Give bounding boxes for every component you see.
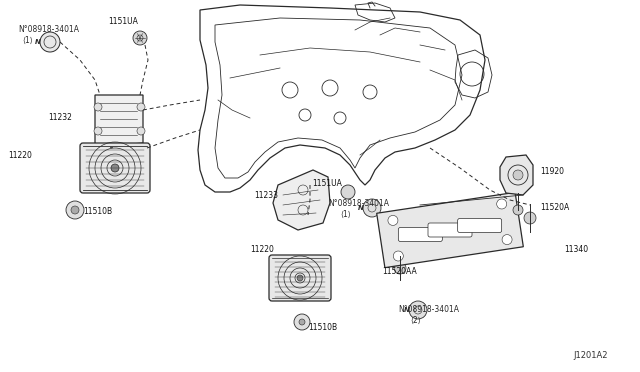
FancyBboxPatch shape: [80, 143, 150, 193]
Text: N°08918-3401A: N°08918-3401A: [328, 199, 389, 208]
Text: N: N: [358, 205, 364, 211]
Circle shape: [363, 199, 381, 217]
Text: N°08918-3401A: N°08918-3401A: [18, 26, 79, 35]
Circle shape: [513, 170, 523, 180]
Text: J1201A2: J1201A2: [573, 351, 608, 360]
Circle shape: [502, 235, 512, 244]
Polygon shape: [95, 95, 143, 147]
Text: 1151UA: 1151UA: [108, 17, 138, 26]
Circle shape: [94, 127, 102, 135]
Circle shape: [66, 201, 84, 219]
Text: 11232: 11232: [48, 113, 72, 122]
Circle shape: [133, 31, 147, 45]
Circle shape: [524, 212, 536, 224]
Text: 11510B: 11510B: [308, 324, 337, 333]
Circle shape: [137, 127, 145, 135]
Text: 11520A: 11520A: [540, 203, 569, 212]
Circle shape: [294, 314, 310, 330]
Text: N: N: [404, 307, 410, 313]
Circle shape: [394, 262, 406, 274]
Circle shape: [299, 319, 305, 325]
Text: 1151UA: 1151UA: [312, 179, 342, 187]
Text: 11520AA: 11520AA: [382, 267, 417, 276]
Text: 11233: 11233: [254, 192, 278, 201]
FancyBboxPatch shape: [458, 218, 502, 232]
Circle shape: [94, 103, 102, 111]
Text: ⟨1⟩: ⟨1⟩: [22, 35, 33, 45]
Circle shape: [497, 199, 507, 209]
Circle shape: [394, 251, 403, 261]
Circle shape: [111, 164, 119, 172]
Text: 11220: 11220: [250, 246, 274, 254]
Circle shape: [137, 103, 145, 111]
Circle shape: [40, 32, 60, 52]
Text: N°08918-3401A: N°08918-3401A: [398, 305, 459, 314]
Text: 11220: 11220: [8, 151, 32, 160]
Polygon shape: [377, 192, 524, 267]
Circle shape: [409, 301, 427, 319]
Text: ⟨2⟩: ⟨2⟩: [410, 315, 420, 324]
FancyBboxPatch shape: [269, 255, 331, 301]
Text: 11340: 11340: [564, 246, 588, 254]
Text: 11920: 11920: [540, 167, 564, 176]
FancyBboxPatch shape: [428, 223, 472, 237]
Polygon shape: [500, 155, 533, 195]
Text: ⟨1⟩: ⟨1⟩: [340, 209, 351, 218]
Circle shape: [71, 206, 79, 214]
Circle shape: [388, 215, 398, 225]
Text: 11510B: 11510B: [83, 208, 112, 217]
Circle shape: [297, 275, 303, 281]
Polygon shape: [273, 170, 330, 230]
FancyBboxPatch shape: [398, 228, 442, 241]
Circle shape: [513, 205, 523, 215]
Circle shape: [341, 185, 355, 199]
Text: N: N: [35, 39, 41, 45]
